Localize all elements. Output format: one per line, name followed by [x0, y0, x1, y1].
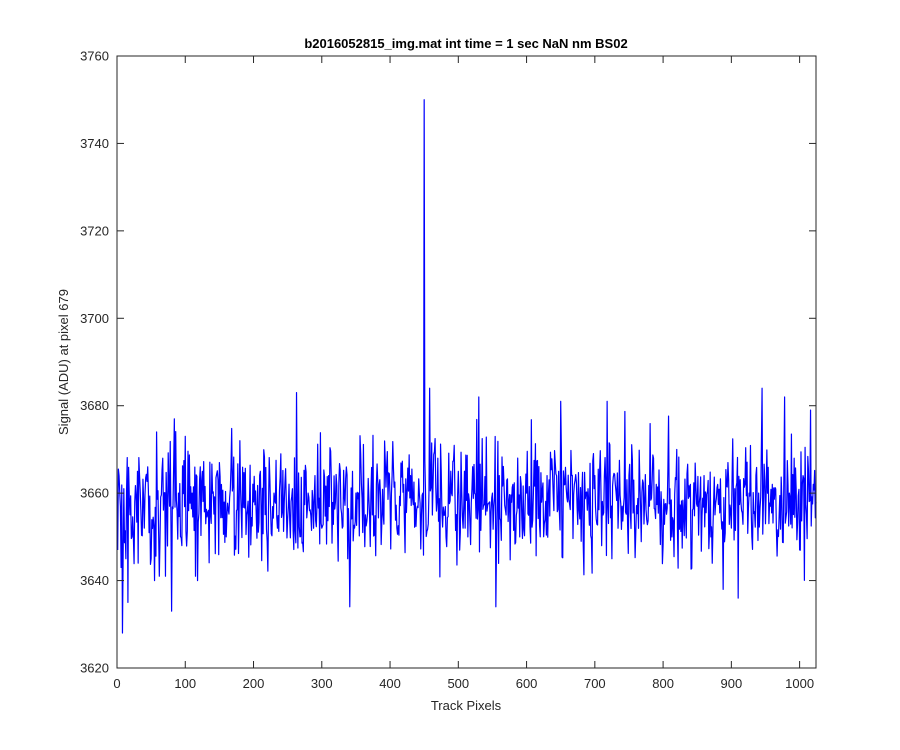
y-tick-label: 3740 — [80, 136, 109, 151]
x-tick-label: 400 — [379, 676, 401, 691]
y-tick-label: 3620 — [80, 661, 109, 676]
x-tick-label: 100 — [174, 676, 196, 691]
ticks-layer: 0 100 200 300 400 500 600 700 800 900 1000 3620 3640… — [80, 49, 816, 691]
x-tick-label: 900 — [721, 676, 743, 691]
x-tick-label: 0 — [113, 676, 120, 691]
axes-box — [116, 55, 817, 669]
y-tick-label: 3760 — [80, 49, 109, 64]
series-layer — [117, 99, 817, 634]
y-tick-label: 3640 — [80, 573, 109, 588]
x-tick-label: 800 — [652, 676, 674, 691]
x-axis-label: Track Pixels — [431, 698, 502, 713]
plot-area — [117, 56, 816, 668]
y-tick-label: 3720 — [80, 223, 109, 238]
chart-title: b2016052815_img.mat int time = 1 sec NaN… — [304, 36, 627, 51]
y-axis-label: Signal (ADU) at pixel 679 — [56, 289, 71, 435]
x-tick-label: 300 — [311, 676, 333, 691]
x-tick-label: 1000 — [785, 676, 814, 691]
x-tick-label: 700 — [584, 676, 606, 691]
signal-series-line — [117, 99, 817, 634]
y-tick-label: 3700 — [80, 311, 109, 326]
y-tick-label: 3660 — [80, 486, 109, 501]
x-tick-label: 200 — [243, 676, 265, 691]
x-tick-label: 500 — [447, 676, 469, 691]
x-tick-label: 600 — [516, 676, 538, 691]
y-tick-label: 3680 — [80, 398, 109, 413]
